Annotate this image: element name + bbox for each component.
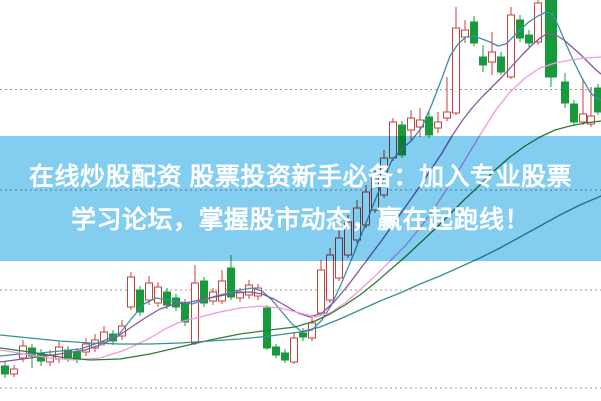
- candle-up: [218, 280, 226, 302]
- candle-down: [525, 34, 533, 44]
- candle-up: [254, 287, 262, 297]
- candle-down: [545, 0, 557, 78]
- candle-up: [579, 113, 587, 123]
- candle-up: [145, 282, 153, 301]
- candle-down: [263, 307, 271, 349]
- candle-down: [272, 346, 280, 356]
- candle-up: [407, 117, 415, 131]
- candle-up: [100, 331, 108, 343]
- candle-up: [434, 121, 442, 129]
- candle-up: [587, 115, 595, 125]
- candle-down: [570, 103, 578, 123]
- candle-up: [534, 2, 542, 43]
- candle-down: [470, 21, 478, 44]
- candle-down: [516, 19, 524, 39]
- candle-down: [497, 56, 505, 73]
- candle-up: [488, 51, 496, 63]
- banner-background: [0, 136, 601, 261]
- candle-up: [461, 29, 469, 38]
- candle-up: [443, 111, 451, 119]
- candle-down: [227, 267, 235, 298]
- candle-down: [1, 365, 9, 375]
- candle-up: [191, 282, 199, 344]
- candle-down: [181, 302, 189, 323]
- candle-up: [452, 27, 460, 114]
- candle-up: [317, 269, 325, 314]
- candle-up: [290, 337, 298, 363]
- candle-up: [127, 276, 135, 308]
- candle-down: [136, 289, 144, 313]
- candle-down: [163, 291, 171, 306]
- candle-up: [245, 284, 253, 296]
- banner-text: 在线炒股配资 股票投资新手必备：加入专业股票 学习论坛，掌握股市动态，赢在起跑线…: [0, 136, 601, 261]
- candle-down: [561, 81, 569, 104]
- candle-down: [200, 280, 208, 304]
- candle-up: [326, 254, 334, 301]
- candle-up: [507, 14, 515, 78]
- candle-up: [154, 286, 162, 304]
- promo-banner: 在线炒股配资 股票投资新手必备：加入专业股票 学习论坛，掌握股市动态，赢在起跑线…: [0, 136, 601, 261]
- banner-line-1: 在线炒股配资 股票投资新手必备：加入专业股票: [29, 162, 572, 191]
- candle-down: [64, 349, 72, 359]
- candle-down: [299, 332, 307, 338]
- candle-down: [594, 87, 601, 113]
- candle-down: [172, 297, 180, 308]
- candle-down: [479, 56, 487, 66]
- ma-line-MA-20: [0, 56, 601, 361]
- candle-down: [425, 116, 433, 136]
- candle-up: [10, 368, 18, 375]
- candle-down: [281, 352, 289, 361]
- banner-line-2: 学习论坛，掌握股市动态，赢在起跑线！: [70, 205, 530, 234]
- candle-up: [236, 291, 244, 299]
